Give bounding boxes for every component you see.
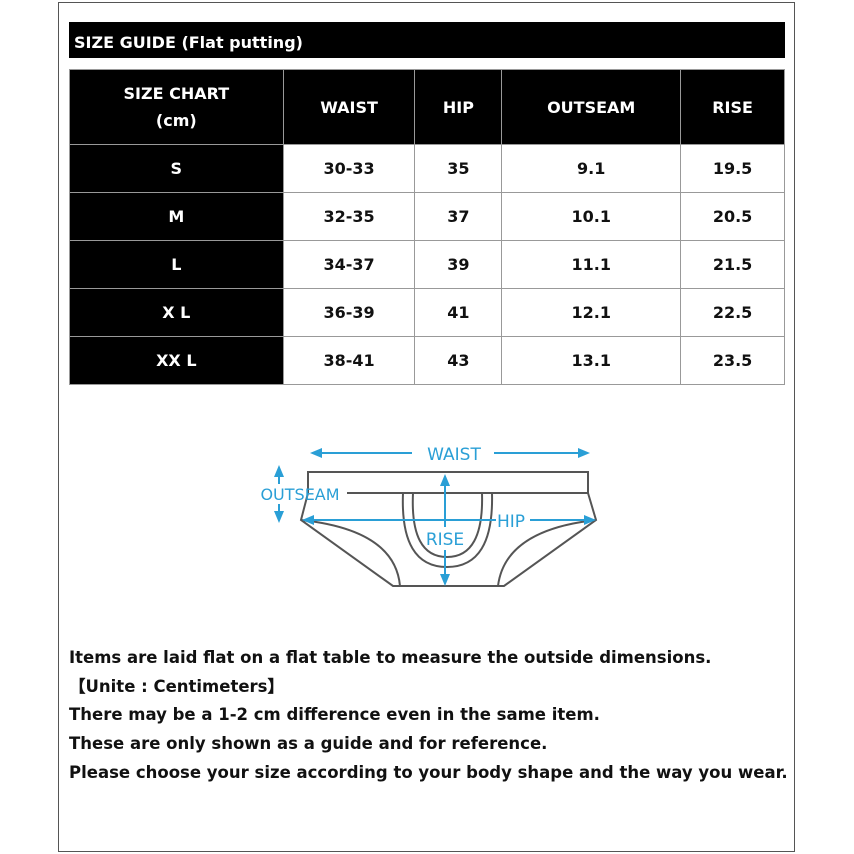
- rise-arrow: [440, 474, 450, 586]
- measurement-notes: Items are laid flat on a flat table to m…: [69, 644, 789, 788]
- outseam-arrow: [274, 465, 284, 523]
- hip-label: HIP: [497, 512, 525, 532]
- table-row: XX L 38-41 43 13.1 23.5: [69, 336, 785, 385]
- note-line: Items are laid flat on a flat table to m…: [69, 648, 712, 667]
- header-waist: WAIST: [282, 69, 416, 145]
- table-row: M 32-35 37 10.1 20.5: [69, 192, 785, 241]
- hip-cell: 35: [414, 144, 503, 193]
- table-row: S 30-33 35 9.1 19.5: [69, 144, 785, 193]
- rise-cell: 22.5: [680, 288, 785, 337]
- note-line: Please choose your size according to you…: [69, 762, 788, 782]
- rise-label: RISE: [426, 530, 464, 550]
- table-header-row: SIZE CHART (cm) WAIST HIP OUTSEAM RISE: [69, 69, 785, 145]
- size-cell: L: [69, 240, 284, 289]
- page-title: SIZE GUIDE (Flat putting): [69, 22, 785, 58]
- hip-cell: 41: [414, 288, 503, 337]
- header-hip: HIP: [414, 69, 503, 145]
- outseam-label: OUTSEAM: [260, 485, 339, 504]
- hip-arrow: [302, 515, 596, 525]
- rise-cell: 23.5: [680, 336, 785, 385]
- waist-cell: 32-35: [282, 192, 416, 241]
- header-outseam: OUTSEAM: [501, 69, 682, 145]
- size-cell: S: [69, 144, 284, 193]
- hip-cell: 37: [414, 192, 503, 241]
- rise-cell: 21.5: [680, 240, 785, 289]
- header-rise: RISE: [680, 69, 785, 145]
- note-line: There may be a 1-2 cm difference even in…: [69, 705, 600, 725]
- page-frame: [58, 2, 795, 852]
- note-line: 【Unite : Centimeters】: [69, 676, 284, 696]
- outseam-cell: 13.1: [501, 336, 682, 385]
- size-cell: X L: [69, 288, 284, 337]
- waist-cell: 36-39: [282, 288, 416, 337]
- header-size-chart-unit: (cm): [155, 111, 197, 130]
- rise-cell: 19.5: [680, 144, 785, 193]
- outseam-cell: 10.1: [501, 192, 682, 241]
- waist-label: WAIST: [427, 445, 481, 465]
- size-cell: M: [69, 192, 284, 241]
- waist-cell: 34-37: [282, 240, 416, 289]
- waist-arrow: [310, 448, 590, 458]
- note-line: These are only shown as a guide and for …: [69, 734, 548, 754]
- brief-outline: [299, 471, 598, 587]
- size-cell: XX L: [69, 336, 284, 385]
- header-size-chart-line1: SIZE CHART: [123, 84, 230, 103]
- outseam-cell: 9.1: [501, 144, 682, 193]
- waist-cell: 38-41: [282, 336, 416, 385]
- header-size-chart: SIZE CHART (cm): [69, 69, 284, 145]
